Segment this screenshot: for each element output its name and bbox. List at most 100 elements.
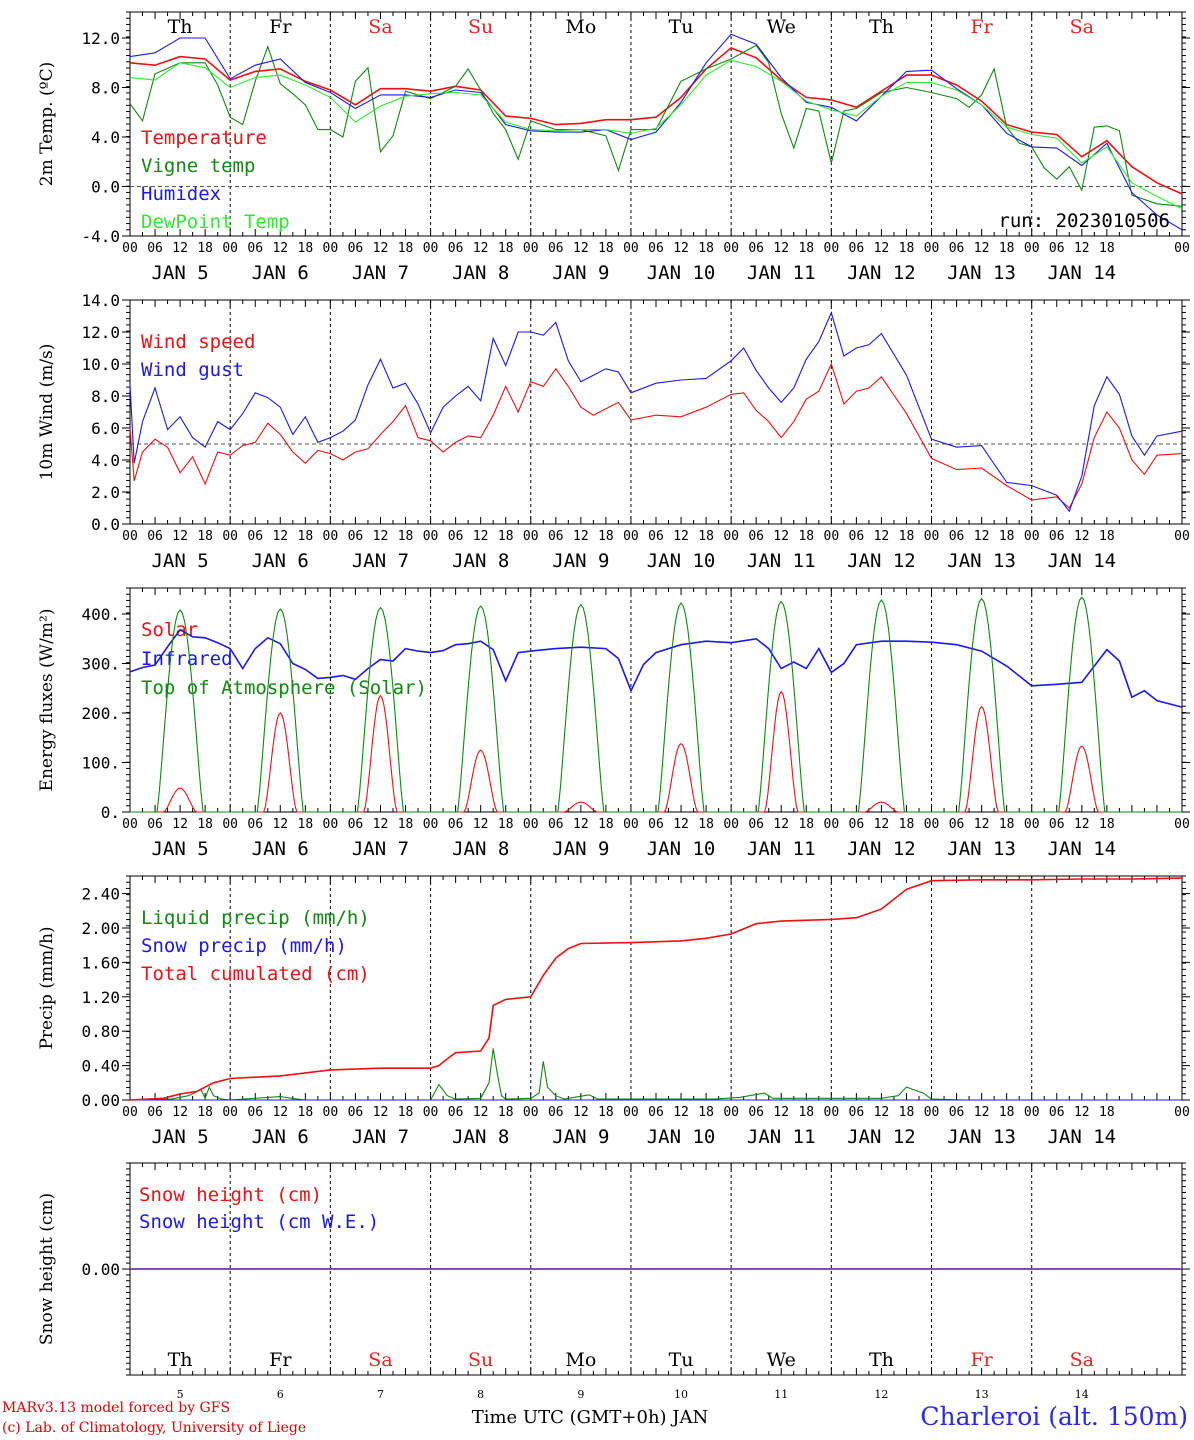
- date-label: JAN 12: [847, 1126, 916, 1148]
- hour-label: 00: [623, 1105, 639, 1120]
- hour-label: 12: [373, 241, 389, 256]
- y-tick-label: 400.: [81, 605, 120, 624]
- day-number: 7: [377, 1388, 384, 1401]
- day-name: Su: [468, 1349, 493, 1371]
- hour-label: 06: [247, 529, 263, 544]
- panel-frame: [129, 299, 1183, 525]
- hour-label: 00: [824, 817, 840, 832]
- day-number: 13: [975, 1388, 989, 1401]
- day-number: 9: [577, 1388, 584, 1401]
- hour-label: 12: [1074, 241, 1090, 256]
- hour-label: 06: [949, 1105, 965, 1120]
- hour-label: 00: [323, 241, 339, 256]
- date-label: JAN 10: [647, 550, 716, 572]
- date-label: JAN 10: [647, 1126, 716, 1148]
- series-wind-0: [129, 362, 1183, 509]
- hour-label: 00: [623, 817, 639, 832]
- hour-label: 06: [548, 241, 564, 256]
- hour-label: 06: [348, 241, 364, 256]
- hour-label: 12: [373, 817, 389, 832]
- date-label: JAN 10: [647, 262, 716, 284]
- date-label: JAN 7: [352, 838, 409, 860]
- hour-label: 00: [423, 817, 439, 832]
- hour-label: 12: [874, 529, 890, 544]
- y-tick-label: 0.00: [81, 1091, 120, 1110]
- y-axis-label: Snow height (cm): [37, 1193, 57, 1345]
- series-temperature-3: [129, 59, 1183, 210]
- y-tick-label: 2.40: [81, 885, 120, 904]
- day-name: Th: [869, 1349, 894, 1371]
- date-label: JAN 12: [847, 550, 916, 572]
- y-tick-label: 4.0: [91, 451, 120, 470]
- hour-label: 00: [222, 1105, 238, 1120]
- hour-label: 18: [398, 1105, 414, 1120]
- date-label: JAN 7: [352, 1126, 409, 1148]
- model-credit: MARv3.13 model forced by GFS: [2, 1400, 231, 1416]
- day-number: 12: [874, 1388, 888, 1401]
- hour-label: 18: [398, 529, 414, 544]
- hour-label: 06: [147, 529, 163, 544]
- date-label: JAN 14: [1047, 550, 1116, 572]
- hour-label: 06: [247, 817, 263, 832]
- hour-label: 06: [1049, 817, 1065, 832]
- run-label: run: 2023010506: [998, 210, 1170, 232]
- y-axis-label: Energy fluxes (W/m²): [37, 609, 57, 792]
- legend-energy-1: Infrared: [141, 648, 233, 670]
- hour-label: 06: [147, 817, 163, 832]
- hour-label: 06: [1049, 529, 1065, 544]
- legend-snow-0: Snow height (cm): [139, 1184, 322, 1206]
- day-number: 6: [277, 1388, 284, 1401]
- hour-label: 18: [899, 241, 915, 256]
- hour-label: 18: [197, 817, 213, 832]
- hour-label: 06: [448, 817, 464, 832]
- hour-label: 00: [824, 241, 840, 256]
- day-name: Mo: [565, 1349, 596, 1371]
- date-label: JAN 9: [552, 1126, 609, 1148]
- hour-label: 00: [1024, 241, 1040, 256]
- panel-snow: 0.00 Snow height (cm) Snow height (cm) Snow…: [37, 1162, 1190, 1428]
- series-precip-0: [129, 1048, 1182, 1101]
- y-tick-label: 6.0: [91, 419, 120, 438]
- hour-label: 00: [623, 241, 639, 256]
- day-name: Fr: [269, 16, 292, 38]
- hour-label: 06: [648, 1105, 664, 1120]
- date-label: JAN 7: [352, 262, 409, 284]
- hour-label: 12: [172, 241, 188, 256]
- series-energy-1: [129, 628, 1183, 708]
- legend-snow-1: Snow height (cm W.E.): [139, 1211, 379, 1233]
- hour-label: 00: [1174, 529, 1190, 544]
- hour-label: 18: [899, 1105, 915, 1120]
- legend-temperature-3: DewPoint Temp: [141, 211, 290, 233]
- day-name: Th: [168, 1349, 193, 1371]
- legend-energy-0: Solar: [141, 619, 198, 641]
- date-label: JAN 11: [747, 262, 816, 284]
- hour-label: 18: [899, 817, 915, 832]
- date-label: JAN 11: [747, 550, 816, 572]
- hour-label: 06: [648, 241, 664, 256]
- hour-label: 12: [773, 817, 789, 832]
- date-label: JAN 13: [947, 1126, 1016, 1148]
- hour-label: 18: [798, 241, 814, 256]
- hour-label: 06: [849, 1105, 865, 1120]
- hour-label: 00: [323, 817, 339, 832]
- hour-label: 18: [798, 529, 814, 544]
- series-temperature-0: [129, 46, 1183, 195]
- hour-label: 06: [448, 1105, 464, 1120]
- legend-precip-2: Total cumulated (cm): [141, 963, 370, 985]
- hour-label: 00: [222, 241, 238, 256]
- hour-label: 00: [824, 1105, 840, 1120]
- date-label: JAN 12: [847, 262, 916, 284]
- day-name: Tu: [669, 16, 694, 38]
- y-tick-label: 0.0: [91, 178, 120, 197]
- hour-label: 18: [298, 1105, 314, 1120]
- y-tick-label: 0.80: [81, 1022, 120, 1041]
- hour-label: 12: [373, 529, 389, 544]
- series-temperature-2: [129, 33, 1183, 231]
- panel-precip: 2.40 2.00 1.60 1.20 0.80 0.40 0.00 Precip (mm/h…: [37, 875, 1190, 1148]
- hour-label: 00: [523, 529, 539, 544]
- hour-label: 06: [748, 241, 764, 256]
- hour-label: 06: [1049, 241, 1065, 256]
- date-label: JAN 13: [947, 550, 1016, 572]
- y-tick-label: 100.: [81, 754, 120, 773]
- y-tick-label: 8.0: [91, 79, 120, 98]
